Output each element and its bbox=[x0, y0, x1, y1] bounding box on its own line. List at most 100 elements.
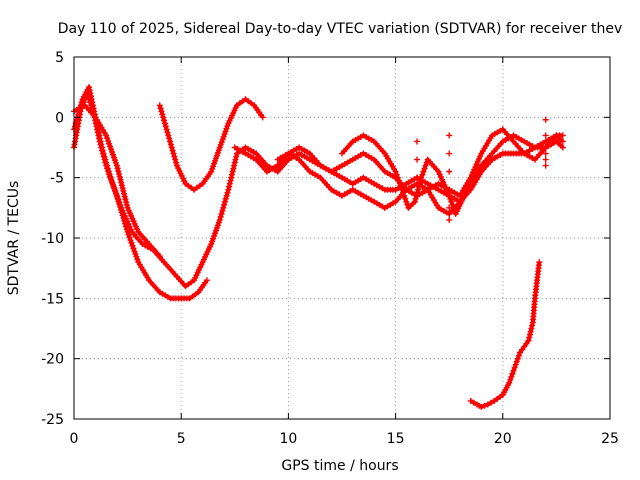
data-point bbox=[223, 192, 230, 199]
data-point bbox=[130, 245, 137, 252]
data-point bbox=[121, 190, 128, 197]
data-point bbox=[447, 195, 454, 202]
data-point bbox=[110, 154, 117, 161]
data-point bbox=[416, 180, 423, 187]
data-point bbox=[113, 162, 120, 169]
data-point bbox=[542, 162, 549, 169]
data-point bbox=[221, 198, 228, 205]
data-point bbox=[536, 259, 543, 266]
data-point bbox=[102, 156, 109, 163]
data-point bbox=[110, 182, 117, 189]
data-point bbox=[109, 148, 116, 155]
data-point bbox=[470, 399, 477, 406]
data-point bbox=[528, 325, 535, 332]
data-point bbox=[156, 102, 163, 109]
data-point bbox=[514, 355, 521, 362]
data-point bbox=[226, 183, 233, 190]
data-point bbox=[166, 135, 173, 142]
data-point bbox=[394, 174, 401, 181]
data-point bbox=[446, 168, 453, 175]
data-point bbox=[108, 177, 115, 184]
data-point bbox=[508, 373, 515, 380]
y-tick-label: -20 bbox=[41, 352, 64, 368]
data-point bbox=[170, 150, 177, 157]
data-point bbox=[165, 132, 172, 139]
data-point bbox=[134, 256, 141, 263]
data-point bbox=[222, 195, 229, 202]
data-point bbox=[559, 138, 566, 145]
data-point bbox=[120, 187, 127, 194]
data-point bbox=[103, 132, 110, 139]
data-point bbox=[111, 157, 118, 164]
data-point bbox=[230, 165, 237, 172]
data-point bbox=[112, 159, 119, 166]
data-point bbox=[401, 192, 408, 199]
data-point bbox=[217, 213, 224, 220]
data-point bbox=[167, 141, 174, 148]
data-point bbox=[129, 242, 136, 249]
data-point bbox=[109, 151, 116, 158]
data-point bbox=[169, 147, 176, 154]
data-point bbox=[117, 176, 124, 183]
data-point bbox=[109, 180, 116, 187]
data-point bbox=[115, 168, 122, 175]
data-point bbox=[116, 171, 123, 178]
data-series bbox=[71, 84, 566, 410]
data-point bbox=[415, 183, 422, 190]
data-point bbox=[526, 331, 533, 338]
series-track-g bbox=[339, 132, 506, 217]
x-tick-label: 15 bbox=[387, 431, 405, 447]
data-point bbox=[393, 171, 400, 178]
data-point bbox=[156, 253, 163, 260]
data-point bbox=[128, 239, 135, 246]
data-point bbox=[73, 117, 80, 124]
data-point bbox=[559, 132, 566, 139]
data-point bbox=[228, 174, 235, 181]
data-point bbox=[231, 159, 238, 166]
data-point bbox=[446, 204, 453, 211]
data-point bbox=[226, 180, 233, 187]
data-point bbox=[114, 193, 121, 200]
data-point bbox=[107, 174, 114, 181]
y-tick-label: -15 bbox=[41, 291, 64, 307]
data-point bbox=[509, 370, 516, 377]
y-tick-label: -5 bbox=[50, 171, 64, 187]
data-point bbox=[104, 165, 111, 172]
data-point bbox=[105, 168, 112, 175]
data-point bbox=[112, 188, 119, 195]
data-point bbox=[106, 171, 113, 178]
data-point bbox=[104, 135, 111, 142]
data-point bbox=[126, 234, 133, 241]
data-point bbox=[121, 193, 128, 200]
series-track-c bbox=[71, 102, 163, 260]
data-point bbox=[403, 198, 410, 205]
data-point bbox=[228, 171, 235, 178]
data-point bbox=[412, 195, 419, 202]
data-point bbox=[125, 231, 132, 238]
data-point bbox=[446, 186, 453, 193]
data-point bbox=[203, 277, 210, 284]
data-point bbox=[506, 379, 513, 386]
data-point bbox=[113, 191, 120, 198]
data-point bbox=[231, 162, 238, 169]
x-tick-label: 0 bbox=[70, 431, 79, 447]
data-point bbox=[481, 402, 488, 409]
data-point bbox=[122, 196, 129, 203]
data-point bbox=[510, 367, 517, 374]
data-point bbox=[526, 334, 533, 341]
data-point bbox=[117, 202, 124, 209]
data-point bbox=[75, 111, 82, 118]
data-point bbox=[116, 173, 123, 180]
data-point bbox=[162, 123, 169, 130]
data-point bbox=[395, 177, 402, 184]
data-point bbox=[411, 198, 418, 205]
data-point bbox=[131, 248, 138, 255]
data-point bbox=[446, 132, 453, 139]
data-point bbox=[108, 146, 115, 153]
data-point bbox=[397, 183, 404, 190]
data-point bbox=[229, 168, 236, 175]
series-spikes bbox=[414, 116, 549, 223]
data-point bbox=[511, 364, 518, 371]
data-point bbox=[515, 352, 522, 359]
